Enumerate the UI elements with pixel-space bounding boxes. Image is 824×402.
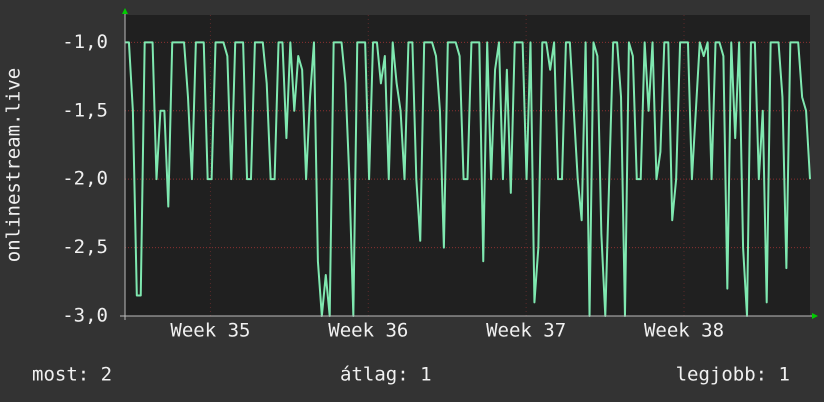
data-line (125, 41, 811, 317)
x-tick-label: Week 36 (328, 320, 408, 342)
y-axis-label: onlinestream.live (3, 68, 25, 262)
y-tick-label: -2,5 (62, 236, 108, 258)
x-tick-label: Week 38 (644, 320, 724, 342)
y-tick-label: -3,0 (62, 305, 108, 327)
y-tick-label: -1,5 (62, 99, 108, 121)
x-arrow (812, 313, 818, 319)
footer-average: átlag: 1 (340, 364, 432, 386)
x-tick-label: Week 37 (486, 320, 566, 342)
y-tick-label: -2,0 (62, 168, 108, 190)
footer-current: most: 2 (32, 364, 112, 386)
y-tick-label: -1,0 (62, 31, 108, 53)
footer-best: legjobb: 1 (676, 364, 790, 386)
x-tick-label: Week 35 (170, 320, 250, 342)
y-arrow (122, 8, 128, 14)
marks (125, 41, 811, 317)
